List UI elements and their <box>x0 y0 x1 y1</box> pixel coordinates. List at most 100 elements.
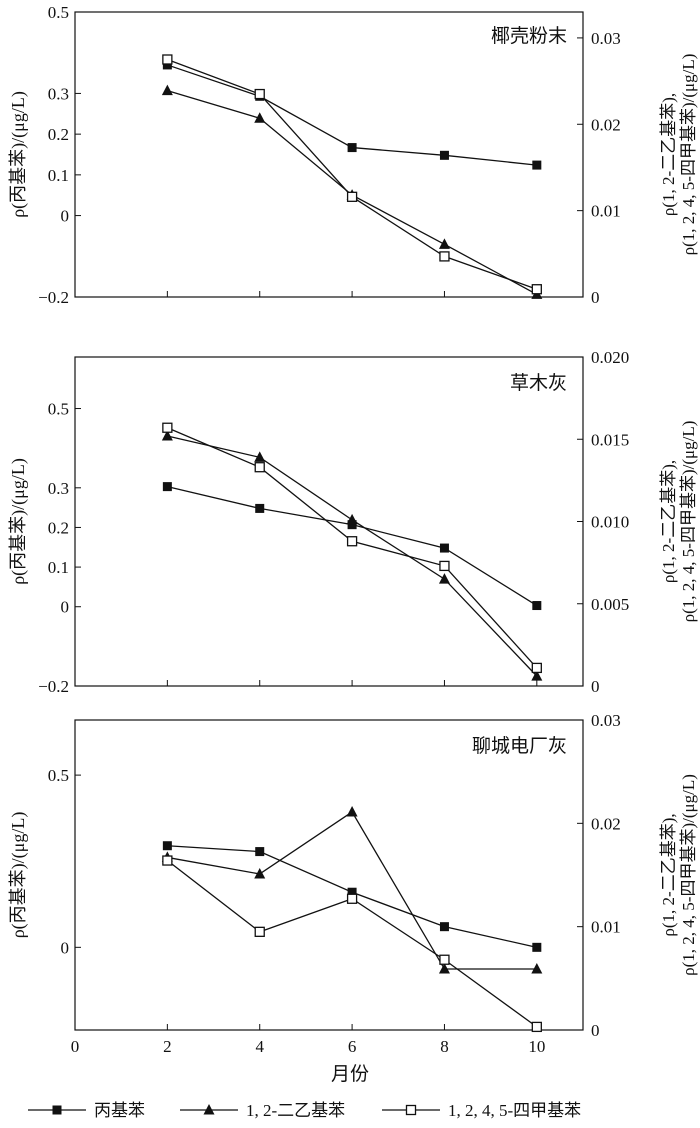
panel-3: 0 0.5 0 0.01 0.02 0.03 聊城电厂灰 ρ(丙基苯)/(μg/L) ρ(1, … <box>8 711 698 1056</box>
plot-frame <box>74 719 584 1031</box>
y-right-tick-label: 0 <box>591 1021 600 1040</box>
data-point <box>532 160 542 170</box>
data-point <box>346 513 358 525</box>
panel-2: −0.2 0 0.1 0.2 0.3 0.5 0 0.005 0.010 0.015 0.020 草木… <box>8 348 698 696</box>
y-right-tick-label: 0.015 <box>591 430 629 449</box>
series-line-3 <box>166 860 538 1028</box>
plot-frame <box>74 356 584 687</box>
data-point <box>347 887 357 897</box>
data-point <box>439 922 449 932</box>
data-point <box>162 482 172 492</box>
y-right-axis-label: ρ(1, 2-二乙基苯), <box>659 93 678 216</box>
y-right-axis-label: ρ(1, 2, 4, 5-四甲基苯)/(μg/L) <box>679 774 698 976</box>
data-point <box>254 867 266 879</box>
data-point <box>347 520 357 530</box>
data-point <box>438 963 450 974</box>
y-right-tick-label: 0.01 <box>591 918 621 937</box>
x-tick-label: 8 <box>440 1037 449 1056</box>
panels: −0.2 0 0.1 0.2 0.3 0.5 0 0.01 0.02 0.03 椰壳粉末 ρ(丙基苯)… <box>8 3 698 1056</box>
y-left-tick-label: −0.2 <box>38 677 69 696</box>
legend-label: 1, 2, 4, 5-四甲基苯 <box>448 1101 581 1120</box>
data-point <box>254 462 265 473</box>
y-left-tick-label: 0.1 <box>48 558 69 577</box>
data-point <box>439 150 449 160</box>
data-point <box>254 926 265 937</box>
data-point <box>255 847 265 857</box>
y-left-tick-label: 0 <box>61 207 70 226</box>
y-right-tick-label: 0.02 <box>591 115 621 134</box>
y-right-axis-label: ρ(1, 2-二乙基苯), <box>659 460 678 583</box>
y-right-tick-label: 0 <box>591 677 600 696</box>
y-left-axis-label: ρ(丙基苯)/(μg/L) <box>8 812 29 939</box>
y-right-tick-label: 0.02 <box>591 814 621 833</box>
y-left-axis-label: ρ(丙基苯)/(μg/L) <box>8 458 29 585</box>
data-point <box>162 60 172 70</box>
x-tick-label: 2 <box>163 1037 172 1056</box>
y-left-tick-label: 0.1 <box>48 166 69 185</box>
y-right-axis-label: ρ(1, 2-二乙基苯), <box>659 813 678 936</box>
y-right-tick-label: 0.03 <box>591 711 621 730</box>
y-left-tick-label: 0.5 <box>48 400 69 419</box>
legend-item-1: 丙基苯 <box>28 1101 145 1120</box>
data-point <box>439 543 449 553</box>
data-point <box>531 670 543 681</box>
y-right-tick-label: 0.005 <box>591 595 629 614</box>
x-axis-title: 月份 <box>331 1063 369 1085</box>
panel-title: 草木灰 <box>510 372 567 394</box>
data-point <box>439 954 450 965</box>
data-point <box>438 238 450 249</box>
y-left-tick-label: 0.2 <box>48 125 69 144</box>
legend-marker <box>52 1105 62 1115</box>
data-point <box>162 422 173 433</box>
y-right-tick-label: 0.03 <box>591 29 621 48</box>
data-point <box>439 560 450 572</box>
data-point <box>346 893 358 904</box>
y-right-tick-label: 0.020 <box>591 348 629 367</box>
x-tick-label: 4 <box>255 1037 264 1056</box>
series-line-3 <box>167 58 538 290</box>
legend-marker <box>203 1104 215 1115</box>
data-point <box>254 88 265 100</box>
y-left-axis-label: ρ(丙基苯)/(μg/L) <box>8 91 29 218</box>
data-point <box>346 536 358 547</box>
data-point <box>162 54 173 65</box>
y-left-tick-label: 0 <box>61 938 70 957</box>
data-point <box>347 143 357 153</box>
x-tick-label: 0 <box>71 1037 80 1056</box>
y-right-tick-label: 0 <box>591 288 600 307</box>
data-point <box>531 1021 542 1033</box>
series-line-3 <box>167 427 538 669</box>
y-right-axis-label: ρ(1, 2, 4, 5-四甲基苯)/(μg/L) <box>679 54 698 256</box>
y-left-tick-label: −0.2 <box>38 288 69 307</box>
data-point <box>346 805 358 817</box>
x-tick-label: 10 <box>528 1037 545 1056</box>
y-left-tick-label: 0.5 <box>48 3 69 22</box>
y-right-axis-label: ρ(1, 2, 4, 5-四甲基苯)/(μg/L) <box>679 421 698 623</box>
y-right-tick-label: 0.01 <box>591 202 621 221</box>
legend-marker <box>405 1104 417 1116</box>
data-point <box>162 841 172 851</box>
x-tick-label: 6 <box>348 1037 357 1056</box>
legend-label: 丙基苯 <box>94 1101 145 1120</box>
data-point <box>532 942 542 952</box>
data-point <box>161 84 173 96</box>
data-point <box>531 284 542 295</box>
y-left-tick-label: 0 <box>61 598 70 617</box>
y-left-tick-label: 0.2 <box>48 518 69 537</box>
data-point <box>532 601 542 611</box>
y-left-tick-label: 0.3 <box>48 84 69 103</box>
panel-title: 椰壳粉末 <box>491 25 567 47</box>
legend-label: 1, 2-二乙基苯 <box>246 1101 345 1120</box>
legend: 丙基苯 1, 2-二乙基苯 1, 2, 4, 5-四甲基苯 <box>28 1101 581 1120</box>
y-right-tick-label: 0.010 <box>591 513 629 532</box>
data-point <box>531 662 542 674</box>
data-point <box>161 429 173 441</box>
data-point <box>162 855 173 866</box>
panel-1: −0.2 0 0.1 0.2 0.3 0.5 0 0.01 0.02 0.03 椰壳粉末 ρ(丙基苯)… <box>8 3 698 307</box>
data-point <box>254 112 266 123</box>
data-point <box>439 251 450 262</box>
legend-item-2: 1, 2-二乙基苯 <box>180 1101 345 1120</box>
series-line-2 <box>167 435 538 677</box>
data-point <box>531 963 543 974</box>
